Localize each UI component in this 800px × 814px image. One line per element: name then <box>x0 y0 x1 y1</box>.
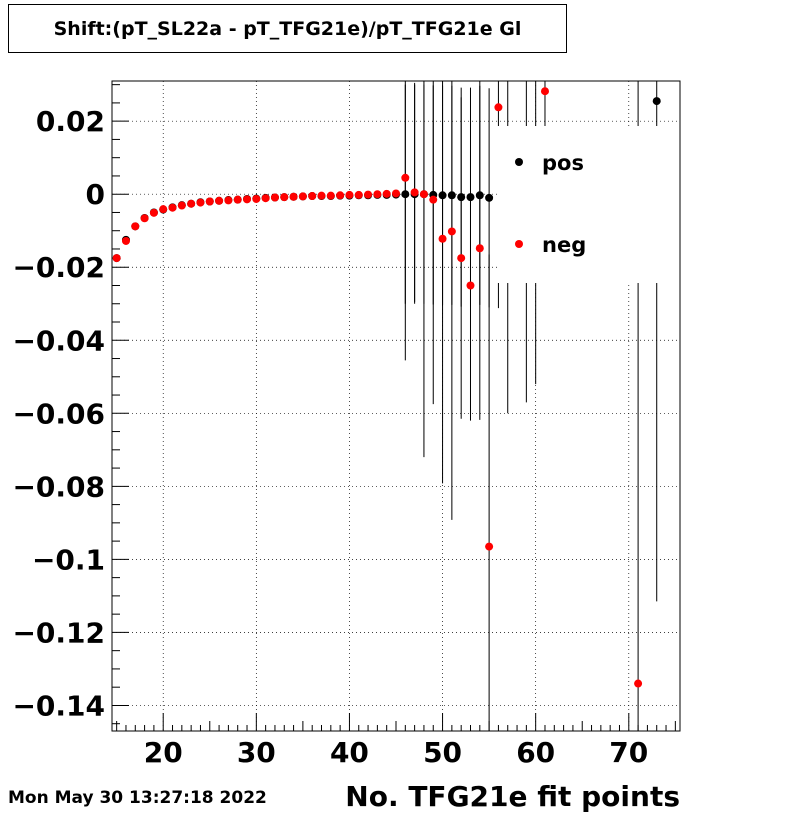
data-points <box>112 87 661 688</box>
data-point-neg <box>485 542 494 551</box>
data-point-neg <box>475 244 484 253</box>
data-point-neg <box>466 281 475 290</box>
data-point-neg <box>289 192 298 201</box>
data-point-neg <box>345 190 354 199</box>
data-point-neg <box>410 188 419 197</box>
data-point-pos <box>438 191 447 200</box>
data-point-neg <box>540 87 549 96</box>
data-point-neg <box>392 189 400 198</box>
data-point-neg <box>224 196 233 205</box>
x-tick-label: 50 <box>423 736 462 769</box>
legend-box <box>497 126 677 283</box>
x-tick-label: 20 <box>144 736 183 769</box>
data-point-neg <box>252 194 261 203</box>
data-point-neg <box>187 199 196 208</box>
y-tick-label: −0.02 <box>12 251 105 284</box>
data-point-pos <box>475 191 484 200</box>
data-point-neg <box>494 103 503 112</box>
y-tick-label: −0.1 <box>32 543 105 576</box>
data-point-neg <box>429 195 438 204</box>
data-point-neg <box>634 679 643 688</box>
data-point-pos <box>401 190 410 199</box>
data-point-pos <box>447 191 456 200</box>
data-point-neg <box>326 191 335 200</box>
data-point-neg <box>280 193 289 202</box>
chart-title: Shift:(pT_SL22a - pT_TFG21e)/pT_TFG21e G… <box>8 4 567 53</box>
data-point-neg <box>261 194 270 203</box>
data-point-neg <box>215 196 224 205</box>
data-point-neg <box>131 222 140 231</box>
data-point-neg <box>270 193 279 202</box>
y-tick-label: −0.06 <box>12 397 105 430</box>
legend-neg-label: neg <box>542 233 586 257</box>
data-point-neg <box>112 254 121 263</box>
x-tick-label: 30 <box>237 736 276 769</box>
x-tick-label: 60 <box>516 736 555 769</box>
data-point-pos <box>457 193 466 202</box>
data-point-neg <box>168 203 177 212</box>
data-point-neg <box>205 197 214 206</box>
data-point-pos <box>466 193 475 202</box>
data-point-neg <box>308 192 317 201</box>
x-tick-label: 40 <box>330 736 369 769</box>
plot-frame <box>111 80 681 732</box>
data-point-neg <box>447 227 456 236</box>
y-tick-label: −0.08 <box>12 470 105 503</box>
legend: pos neg <box>497 126 677 283</box>
data-point-neg <box>298 192 307 201</box>
data-point-neg <box>419 190 428 199</box>
data-point-neg <box>354 190 363 199</box>
data-point-pos <box>485 193 494 202</box>
x-axis-title: No. TFG21e fit points <box>345 780 680 813</box>
y-tick-label: −0.04 <box>12 324 105 357</box>
legend-pos-label: pos <box>542 151 584 175</box>
data-point-pos <box>652 97 661 106</box>
y-tick-label: −0.14 <box>12 689 105 722</box>
x-tick-labels: 20 30 40 50 60 70 <box>144 736 649 769</box>
data-point-neg <box>373 190 382 199</box>
data-point-neg <box>336 191 345 200</box>
data-point-neg <box>159 205 168 214</box>
axis-ticks <box>112 84 676 731</box>
data-point-neg <box>317 191 326 200</box>
y-tick-label: 0 <box>86 178 105 211</box>
data-point-neg <box>382 189 391 198</box>
y-tick-labels: 0.02 0 −0.02 −0.04 −0.06 −0.08 −0.1 −0.12 −0.14 <box>12 105 105 722</box>
data-point-neg <box>177 201 186 210</box>
legend-pos-marker <box>515 158 523 166</box>
data-point-neg <box>243 195 252 204</box>
data-point-neg <box>140 214 149 223</box>
data-point-neg <box>149 208 158 217</box>
data-point-neg <box>457 254 466 263</box>
data-point-neg <box>438 234 447 243</box>
y-tick-label: 0.02 <box>36 105 105 138</box>
legend-neg-marker <box>515 240 523 248</box>
data-point-neg <box>401 173 410 182</box>
data-point-neg <box>196 198 205 207</box>
y-tick-label: −0.12 <box>12 616 105 649</box>
date-stamp: Mon May 30 13:27:18 2022 <box>8 788 267 808</box>
x-tick-label: 70 <box>609 736 648 769</box>
data-point-neg <box>364 190 373 199</box>
data-point-neg <box>233 195 242 204</box>
data-point-neg <box>121 236 130 245</box>
